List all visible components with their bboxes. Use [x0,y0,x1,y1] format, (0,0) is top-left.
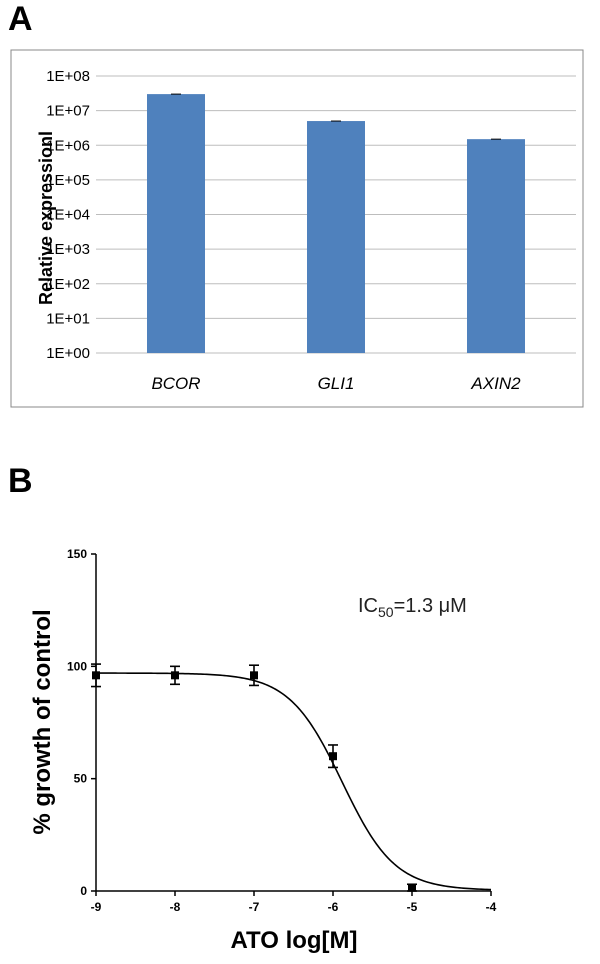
ic50-value: =1.3 μM [394,595,467,617]
panel-b-point [408,883,416,892]
panel-a-y-tick-label: 1E+05 [46,172,90,189]
panel-b-x-tick-label: -6 [328,900,339,914]
panel-b-points [91,663,417,892]
panel-b-label: B [8,462,33,500]
panel-a-y-tick-label: 1E+03 [46,241,90,258]
panel-b-x-tick-label: -9 [91,900,102,914]
panel-a-y-tick-label: 1E+02 [46,276,90,293]
panel-a-y-tick-label: 1E+01 [46,310,90,327]
panel-b-x-tick-label: -4 [486,900,497,914]
panel-b-y-tick-label: 150 [67,547,87,561]
panel-b-x-ticks: -9 -8 -7 -6 -5 -4 [91,891,497,914]
panel-b-y-tick-label: 50 [74,772,88,786]
panel-a-y-ticks: 1E+00 1E+01 1E+02 1E+03 1E+04 1E+05 1E+06 1E+07… [46,68,90,362]
ic50-subscript: 50 [378,604,394,620]
panel-a-category-label: GLI1 [318,374,355,393]
panel-b-ic50-annotation: IC50=1.3 μM [358,595,467,620]
panel-b-y-tick-label: 100 [67,659,87,673]
panel-b-point [171,671,179,680]
panel-a-y-axis-label: Relative expressionl [36,131,56,305]
panel-b-point [250,671,258,680]
panel-a-y-tick-label: 1E+06 [46,137,90,154]
ic50-prefix: IC [358,595,378,617]
panel-a-frame [10,49,584,408]
panel-b-point [92,671,100,680]
panel-b-point [329,752,337,761]
panel-a-y-tick-label: 1E+04 [46,207,90,224]
panel-b-x-tick-label: -5 [407,900,418,914]
panel-a-category-label: BCOR [151,374,200,393]
panel-a-bars [147,93,525,354]
panel-a-y-tick-label: 1E+08 [46,68,90,85]
panel-b-x-tick-label: -8 [170,900,181,914]
panel-a-label: A [8,0,33,38]
panel-a-categories: BCOR GLI1 AXIN2 [151,374,521,393]
panel-b-y-axis-label: % growth of control [29,609,56,834]
panel-b-y-tick-label: 0 [80,884,87,898]
panel-a-bar [467,139,525,353]
panel-a-category-label: AXIN2 [470,374,521,393]
panel-b-fit-curve [96,672,492,891]
panel-b-y-ticks: 0 50 100 150 [67,547,96,898]
panel-a-bar [147,94,205,353]
panel-a-y-tick-label: 1E+00 [46,345,90,362]
panel-b-x-axis-label: ATO log[M] [230,927,357,954]
panel-a-bar [307,121,365,354]
panel-b-x-tick-label: -7 [249,900,260,914]
panel-a-y-tick-label: 1E+07 [46,103,90,120]
panel-b-axes [95,554,491,892]
